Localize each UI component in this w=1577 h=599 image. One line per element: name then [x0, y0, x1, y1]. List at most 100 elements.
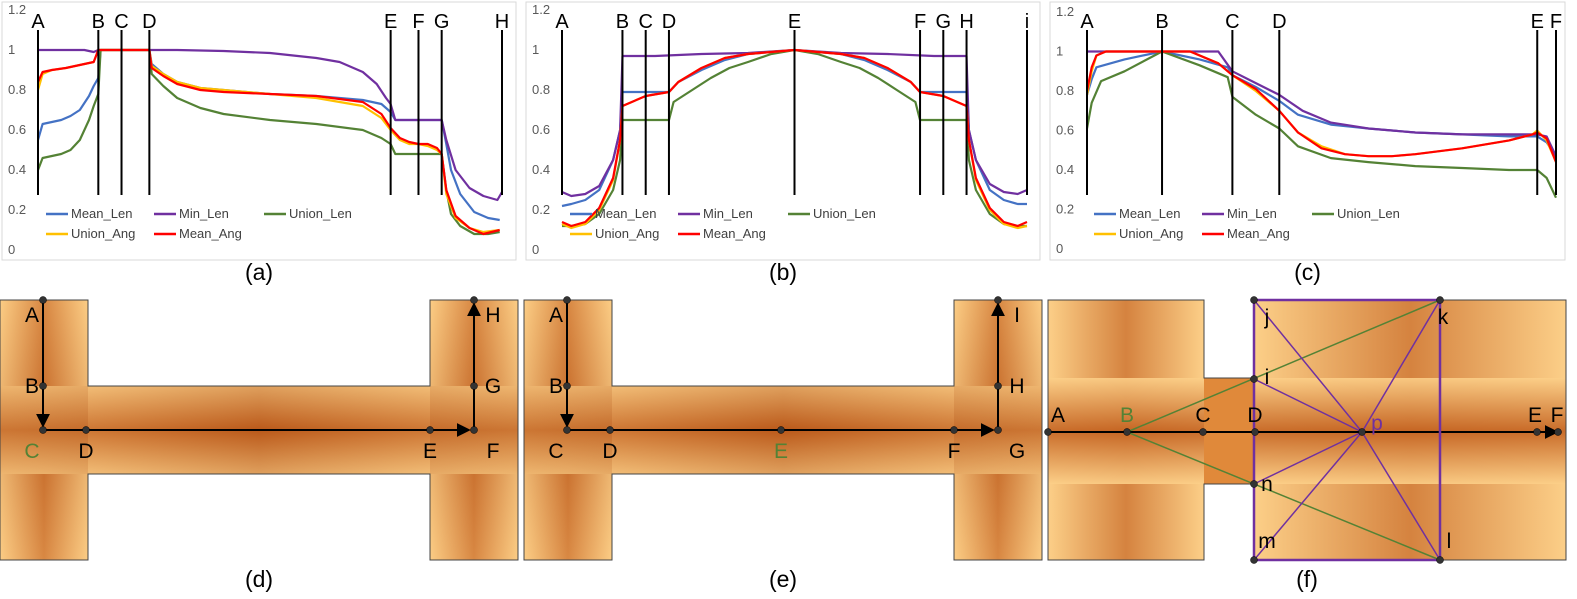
y-tick-label: 1	[1056, 44, 1063, 59]
chart-a: 0 0.2 0.4 0.6 0.8 1 1.2 A B C D E F G H Mean_Len Min_Len…	[1, 1, 517, 261]
point-E	[777, 426, 785, 434]
y-tick-label: 0.8	[532, 82, 550, 97]
legend-label: Mean_Len	[595, 206, 656, 221]
legend-label: Union_Len	[1337, 206, 1400, 221]
point-label-A: A	[1051, 404, 1065, 427]
point-label-H: H	[1009, 375, 1024, 398]
point-label-F: F	[948, 440, 961, 463]
y-tick-label: 0.2	[8, 202, 26, 217]
point-H	[470, 296, 478, 304]
point-label-B: B	[25, 375, 39, 398]
point-H	[994, 382, 1002, 390]
map-d: A B C D E F G H	[0, 296, 519, 561]
point-B	[563, 382, 571, 390]
marker-label-D: D	[662, 11, 676, 33]
point-label-j: j	[1264, 306, 1270, 329]
point-label-E: E	[423, 440, 437, 463]
point-label-I: I	[1014, 304, 1020, 327]
point-label-C: C	[24, 440, 39, 463]
legend-label: Mean_Ang	[179, 226, 242, 241]
legend-label: Union_Len	[289, 206, 352, 221]
point-label-k: k	[1438, 306, 1449, 329]
point-C	[563, 426, 571, 434]
series-line-mean-ang	[1085, 50, 1558, 163]
point-label-B: B	[549, 375, 563, 398]
point-G	[994, 426, 1002, 434]
point-label-D: D	[78, 440, 93, 463]
point-B	[39, 382, 47, 390]
point-label-E: E	[1528, 404, 1542, 427]
point-label-G: G	[485, 375, 501, 398]
point-label-n: n	[1261, 473, 1273, 496]
point-n	[1250, 480, 1258, 488]
point-label-E: E	[774, 440, 788, 463]
point-label-G: G	[1009, 440, 1025, 463]
legend-label: Mean_Len	[1119, 206, 1180, 221]
legend-label: Mean_Ang	[1227, 226, 1290, 241]
point-D	[1251, 428, 1259, 436]
y-tick-label: 0.2	[1056, 202, 1074, 217]
caption: (d)	[245, 566, 273, 592]
point-label-B: B	[1120, 404, 1134, 427]
marker-label-C: C	[1225, 11, 1239, 33]
marker-label-C: C	[638, 11, 652, 33]
marker-label-C: C	[114, 11, 128, 33]
marker-label-G: G	[936, 11, 952, 33]
marker-label-A: A	[1080, 11, 1094, 33]
marker-label-B: B	[92, 11, 105, 33]
point-label-m: m	[1258, 530, 1276, 553]
point-label-F: F	[1551, 404, 1564, 427]
point-D	[606, 426, 614, 434]
y-tick-label: 0.6	[532, 122, 550, 137]
point-label-l: l	[1447, 530, 1452, 553]
y-tick-label: 1	[532, 42, 539, 57]
point-m	[1250, 556, 1258, 564]
y-tick-label: 0.4	[532, 162, 550, 177]
marker-label-F: F	[1550, 11, 1562, 33]
point-j	[1250, 296, 1258, 304]
point-label-D: D	[602, 440, 617, 463]
legend-label: Union_Len	[813, 206, 876, 221]
marker-label-D: D	[1272, 11, 1286, 33]
point-label-C: C	[1195, 404, 1210, 427]
y-tick-label: 0.4	[8, 162, 26, 177]
marker-label-A: A	[555, 11, 569, 33]
y-tick-label: 0	[8, 242, 15, 257]
legend-label: Mean_Ang	[703, 226, 766, 241]
point-A	[1044, 428, 1052, 436]
caption: (f)	[1296, 566, 1318, 592]
y-tick-label: 0.6	[1056, 123, 1074, 138]
point-A	[563, 296, 571, 304]
point-C	[1199, 428, 1207, 436]
y-tick-label: 0	[1056, 241, 1063, 256]
legend-label: Union_Ang	[1119, 226, 1183, 241]
y-tick-label: 1.2	[1056, 4, 1074, 19]
marker-label-E: E	[384, 11, 397, 33]
y-tick-label: 0.8	[1056, 83, 1074, 98]
point-I	[994, 296, 1002, 304]
marker-label-E: E	[1531, 11, 1544, 33]
marker-label-G: G	[434, 11, 450, 33]
point-label-A: A	[25, 304, 39, 327]
point-E	[426, 426, 434, 434]
legend-label: Union_Ang	[71, 226, 135, 241]
marker-label-F: F	[412, 11, 424, 33]
marker-label-E: E	[788, 11, 801, 33]
marker-label-F: F	[914, 11, 926, 33]
chart-c: 0 0.2 0.4 0.6 0.8 1 1.2 A B C D E F Mean_Len Min_Len Un…	[1049, 1, 1566, 261]
marker-label-D: D	[142, 11, 156, 33]
point-label-H: H	[485, 304, 500, 327]
map-e: A B C D E F G H I	[523, 296, 1043, 561]
point-label-F: F	[487, 440, 500, 463]
point-F	[470, 426, 478, 434]
point-label-A: A	[549, 304, 563, 327]
point-label-p: p	[1371, 412, 1383, 435]
point-p	[1358, 428, 1366, 436]
point-i	[1250, 375, 1258, 383]
point-E	[1533, 428, 1541, 436]
point-F	[1554, 428, 1562, 436]
point-A	[39, 296, 47, 304]
